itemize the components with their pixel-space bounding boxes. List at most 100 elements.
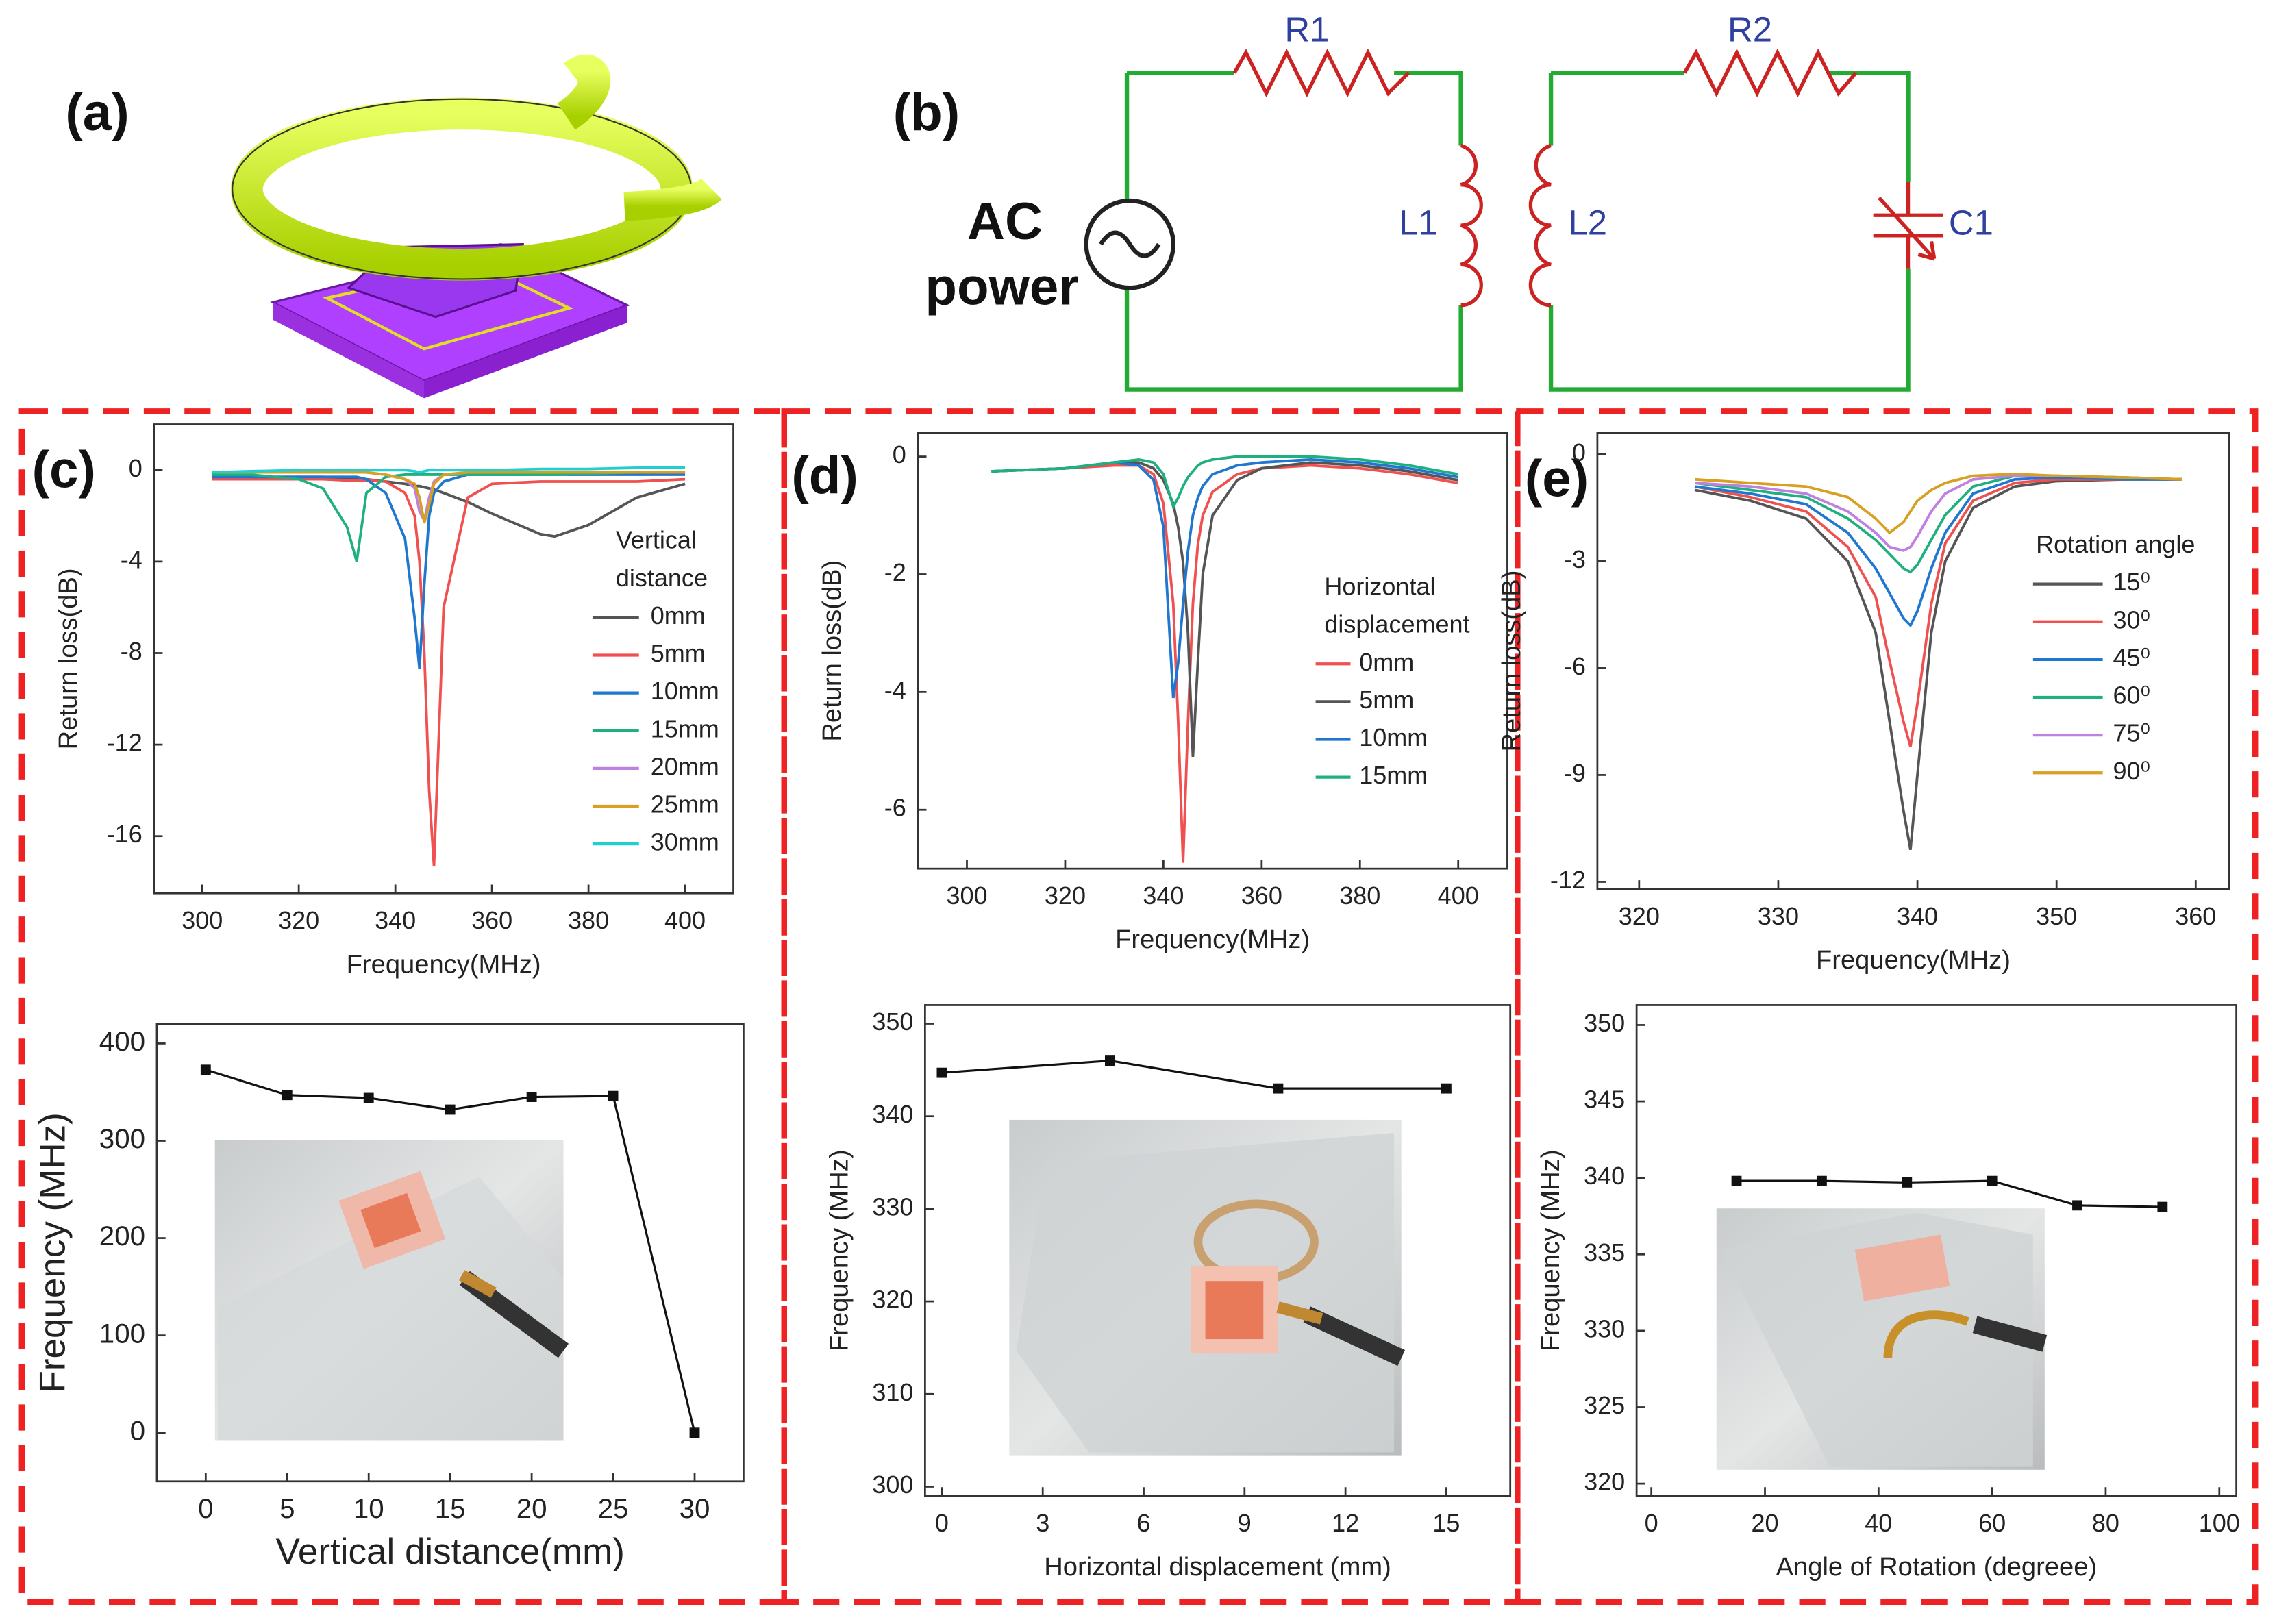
l1-label: L1 (1399, 203, 1438, 242)
x-tick-label: 350 (2036, 902, 2077, 930)
y-axis-label: Frequency (MHz) (33, 1112, 73, 1392)
data-line (1694, 477, 2182, 850)
coil-illustration (231, 54, 722, 399)
data-point (689, 1427, 700, 1438)
y-tick-label: 320 (1584, 1468, 1625, 1496)
data-line (212, 471, 686, 523)
x-axis-label: Horizontal displacement (mm) (1044, 1552, 1391, 1582)
data-line (212, 473, 686, 670)
y-axis-label: Return loss(dB) (53, 568, 83, 749)
data-point (282, 1090, 293, 1101)
data-line (212, 477, 686, 866)
x-tick-label: 40 (1865, 1509, 1892, 1537)
y-tick-label: 0 (130, 1415, 145, 1446)
data-point (608, 1090, 619, 1101)
photo (1716, 1208, 2048, 1470)
data-line (941, 1059, 1447, 1090)
data-point (363, 1092, 374, 1103)
x-tick-label: 360 (1241, 882, 1282, 910)
x-tick-label: 320 (1045, 882, 1086, 910)
legend-entry: 5mm (651, 639, 706, 667)
legend-entry: 10mm (1359, 723, 1428, 751)
data-point (1731, 1175, 1742, 1186)
y-tick-label: 300 (872, 1471, 913, 1499)
legend-title: Horizontal (1324, 573, 1435, 601)
c1-label: C1 (1949, 203, 1993, 242)
x-axis-label: Vertical distance(mm) (275, 1532, 624, 1572)
data-point (1104, 1055, 1115, 1066)
data-point (526, 1092, 537, 1102)
source-label: AC (967, 192, 1043, 251)
data-point (1902, 1177, 1913, 1188)
y-tick-label: 100 (99, 1318, 145, 1349)
source-label: power (925, 258, 1079, 316)
x-tick-label: 380 (568, 906, 609, 934)
y-tick-label: 400 (99, 1026, 145, 1057)
y-tick-label: 320 (872, 1286, 913, 1314)
legend-entry: 0mm (1359, 648, 1414, 676)
y-tick-label: -3 (1564, 545, 1586, 573)
panel-label: (c) (32, 441, 96, 499)
data-line (991, 458, 1459, 699)
data-line (991, 461, 1459, 757)
y-tick-label: -16 (107, 820, 142, 848)
legend-entry: 15mm (1359, 761, 1428, 789)
photo (1009, 1119, 1406, 1456)
data-line (212, 466, 686, 474)
x-tick-label: 15 (435, 1493, 466, 1524)
x-tick-label: 380 (1339, 882, 1380, 910)
legend-entry: 30⁰ (2113, 605, 2150, 634)
y-tick-label: 325 (1584, 1391, 1625, 1419)
x-axis-label: Frequency(MHz) (1115, 925, 1310, 954)
panel-label: (e) (1525, 449, 1589, 508)
y-tick-label: 310 (872, 1378, 913, 1406)
panel-label: (b) (893, 84, 960, 142)
y-tick-label: -8 (121, 637, 142, 665)
y-tick-label: -4 (884, 676, 906, 704)
x-tick-label: 0 (198, 1493, 213, 1524)
y-tick-label: -4 (121, 545, 142, 573)
x-tick-label: 12 (1332, 1509, 1359, 1537)
x-tick-label: 30 (680, 1493, 710, 1524)
legend-entry: 90⁰ (2113, 757, 2150, 785)
legend-entry: 0mm (651, 601, 706, 629)
y-tick-label: 345 (1584, 1086, 1625, 1114)
x-tick-label: 15 (1432, 1509, 1460, 1537)
plot-frame (1635, 1004, 2238, 1497)
legend-entry: 30mm (651, 828, 719, 856)
y-tick-label: -9 (1564, 759, 1586, 787)
legend-title: Vertical (616, 526, 697, 554)
x-axis-label: Frequency(MHz) (347, 949, 541, 979)
r2-label: R2 (1728, 10, 1772, 49)
y-tick-label: 330 (1584, 1314, 1625, 1342)
x-tick-label: 3 (1036, 1509, 1049, 1537)
x-tick-label: 60 (1978, 1509, 2006, 1537)
x-tick-label: 400 (1438, 882, 1479, 910)
x-tick-label: 400 (664, 906, 706, 934)
plot-frame (917, 432, 1508, 870)
legend-entry: 15mm (651, 714, 719, 742)
x-tick-label: 320 (278, 906, 319, 934)
legend-entry: 60⁰ (2113, 682, 2150, 710)
legend-entry: 10mm (651, 677, 719, 705)
x-axis-label: Frequency(MHz) (1816, 945, 2011, 975)
data-point (1441, 1083, 1452, 1094)
y-tick-label: 300 (99, 1123, 145, 1154)
x-tick-label: 100 (2199, 1509, 2240, 1537)
y-tick-label: 0 (893, 440, 906, 469)
y-tick-label: 340 (872, 1100, 913, 1128)
x-tick-label: 5 (279, 1493, 295, 1524)
plot-frame (923, 1004, 1512, 1497)
data-point (1987, 1175, 1998, 1186)
legend-entry: 45⁰ (2113, 643, 2150, 671)
photo (214, 1140, 569, 1441)
y-axis-label: Return loss(dB) (817, 560, 847, 742)
data-point (445, 1104, 456, 1115)
panel-label: (d) (791, 447, 858, 505)
data-line (1694, 476, 2182, 628)
x-tick-label: 300 (182, 906, 223, 934)
x-tick-label: 20 (1751, 1509, 1778, 1537)
legend-title: displacement (1324, 610, 1469, 638)
x-tick-label: 6 (1137, 1509, 1151, 1537)
